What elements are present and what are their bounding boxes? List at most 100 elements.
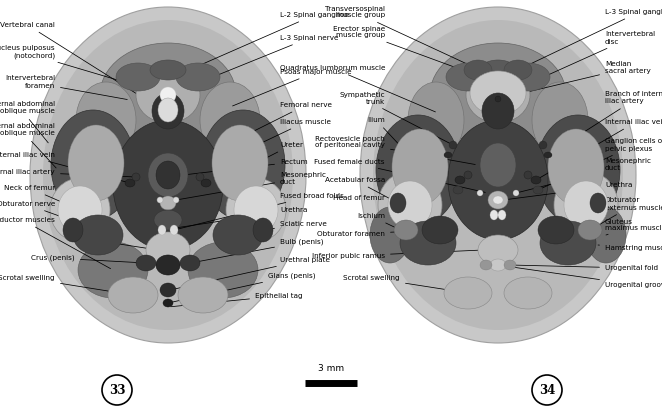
Ellipse shape	[200, 82, 260, 158]
Ellipse shape	[76, 82, 136, 158]
Ellipse shape	[50, 178, 110, 242]
Ellipse shape	[544, 152, 552, 158]
Text: Erector spinae
muscle group: Erector spinae muscle group	[333, 26, 473, 74]
Ellipse shape	[108, 277, 158, 313]
Ellipse shape	[444, 152, 452, 158]
Ellipse shape	[504, 277, 552, 309]
Ellipse shape	[43, 20, 293, 330]
Text: Glans (penis): Glans (penis)	[171, 273, 316, 302]
Ellipse shape	[449, 141, 457, 149]
Ellipse shape	[478, 235, 518, 265]
Ellipse shape	[455, 176, 465, 184]
Text: Psoas major muscle: Psoas major muscle	[232, 69, 352, 106]
Text: L-3 Spinal nerve: L-3 Spinal nerve	[201, 35, 338, 82]
Ellipse shape	[540, 221, 596, 265]
Circle shape	[532, 375, 562, 405]
Ellipse shape	[226, 178, 286, 242]
Ellipse shape	[464, 60, 492, 80]
Ellipse shape	[370, 207, 410, 263]
Ellipse shape	[156, 255, 180, 275]
Text: Neck of femur: Neck of femur	[4, 185, 77, 209]
Text: Obturator nerve: Obturator nerve	[0, 201, 87, 226]
Ellipse shape	[506, 63, 550, 91]
Ellipse shape	[158, 98, 178, 122]
Ellipse shape	[125, 179, 135, 187]
Ellipse shape	[400, 221, 456, 265]
Ellipse shape	[132, 173, 140, 181]
Text: Obturator
externus muscle: Obturator externus muscle	[592, 197, 662, 229]
Ellipse shape	[178, 277, 228, 313]
Ellipse shape	[480, 143, 516, 187]
Text: L-2 Spinal ganglion: L-2 Spinal ganglion	[175, 12, 349, 76]
Ellipse shape	[408, 82, 464, 158]
Ellipse shape	[378, 171, 442, 239]
Text: Ilium: Ilium	[367, 117, 418, 165]
Ellipse shape	[390, 193, 406, 213]
Text: Fused female ducts: Fused female ducts	[314, 159, 485, 192]
Text: Sympathetic
trunk: Sympathetic trunk	[340, 92, 451, 144]
Ellipse shape	[136, 255, 156, 271]
Ellipse shape	[430, 43, 566, 147]
Text: Internal iliac vein: Internal iliac vein	[538, 119, 662, 178]
Text: Acetabular fossa: Acetabular fossa	[325, 177, 396, 202]
Text: Urethral plate: Urethral plate	[173, 257, 330, 290]
Text: Ischium: Ischium	[357, 213, 426, 242]
Ellipse shape	[504, 60, 532, 80]
Ellipse shape	[444, 277, 492, 309]
Text: Nucleus pulposus
(notochord): Nucleus pulposus (notochord)	[0, 45, 166, 94]
Ellipse shape	[464, 171, 472, 179]
Text: Crus (penis): Crus (penis)	[31, 255, 143, 263]
Text: Rectovesicle pouch
of peritoneal cavity: Rectovesicle pouch of peritoneal cavity	[315, 135, 475, 164]
Ellipse shape	[160, 196, 176, 210]
Text: Mesonephric
duct: Mesonephric duct	[179, 171, 326, 199]
Text: Internal abdominal
oblique muscle: Internal abdominal oblique muscle	[0, 123, 56, 168]
Ellipse shape	[30, 7, 306, 343]
Ellipse shape	[388, 181, 432, 229]
Ellipse shape	[150, 60, 186, 80]
Ellipse shape	[156, 161, 180, 189]
Ellipse shape	[116, 63, 160, 91]
Ellipse shape	[152, 93, 184, 129]
Ellipse shape	[253, 218, 273, 242]
Ellipse shape	[201, 179, 211, 187]
Text: Intervertebral
foramen: Intervertebral foramen	[5, 76, 127, 100]
Text: Bulb (penis): Bulb (penis)	[183, 239, 324, 264]
Ellipse shape	[422, 216, 458, 244]
Ellipse shape	[73, 215, 123, 255]
Ellipse shape	[470, 71, 526, 115]
Ellipse shape	[170, 225, 178, 235]
Ellipse shape	[394, 220, 418, 240]
Text: Intervertebral
disc: Intervertebral disc	[510, 31, 655, 92]
Text: Urogenital groove: Urogenital groove	[500, 266, 662, 288]
Text: Obturator foramen: Obturator foramen	[317, 230, 437, 237]
Ellipse shape	[498, 210, 506, 220]
Ellipse shape	[188, 242, 258, 298]
Text: Scrotal swelling: Scrotal swelling	[344, 275, 465, 292]
Text: Epithelial tag: Epithelial tag	[171, 293, 303, 307]
Ellipse shape	[564, 181, 608, 229]
Ellipse shape	[154, 210, 182, 230]
Text: Gluteus
maximus muscle: Gluteus maximus muscle	[605, 218, 662, 235]
Ellipse shape	[448, 120, 548, 240]
Ellipse shape	[533, 186, 543, 194]
Text: Vertebral canal: Vertebral canal	[0, 22, 162, 109]
Ellipse shape	[78, 242, 148, 298]
Ellipse shape	[157, 197, 163, 203]
Text: Transversospinal
muscle group: Transversospinal muscle group	[325, 5, 477, 69]
Text: Inferior pubic ramus: Inferior pubic ramus	[312, 250, 480, 259]
Text: Sciatic nerve: Sciatic nerve	[265, 221, 327, 230]
Ellipse shape	[234, 186, 278, 234]
Ellipse shape	[392, 129, 448, 205]
Ellipse shape	[490, 259, 506, 271]
Ellipse shape	[538, 216, 574, 244]
Text: Ureter: Ureter	[226, 142, 303, 179]
Text: Median
sacral artery: Median sacral artery	[500, 62, 651, 98]
Text: Rectum: Rectum	[186, 159, 308, 175]
Ellipse shape	[495, 96, 501, 102]
Ellipse shape	[176, 63, 220, 91]
Ellipse shape	[536, 115, 620, 225]
Ellipse shape	[539, 141, 547, 149]
Ellipse shape	[376, 115, 460, 225]
Ellipse shape	[158, 225, 166, 235]
Ellipse shape	[136, 67, 200, 123]
